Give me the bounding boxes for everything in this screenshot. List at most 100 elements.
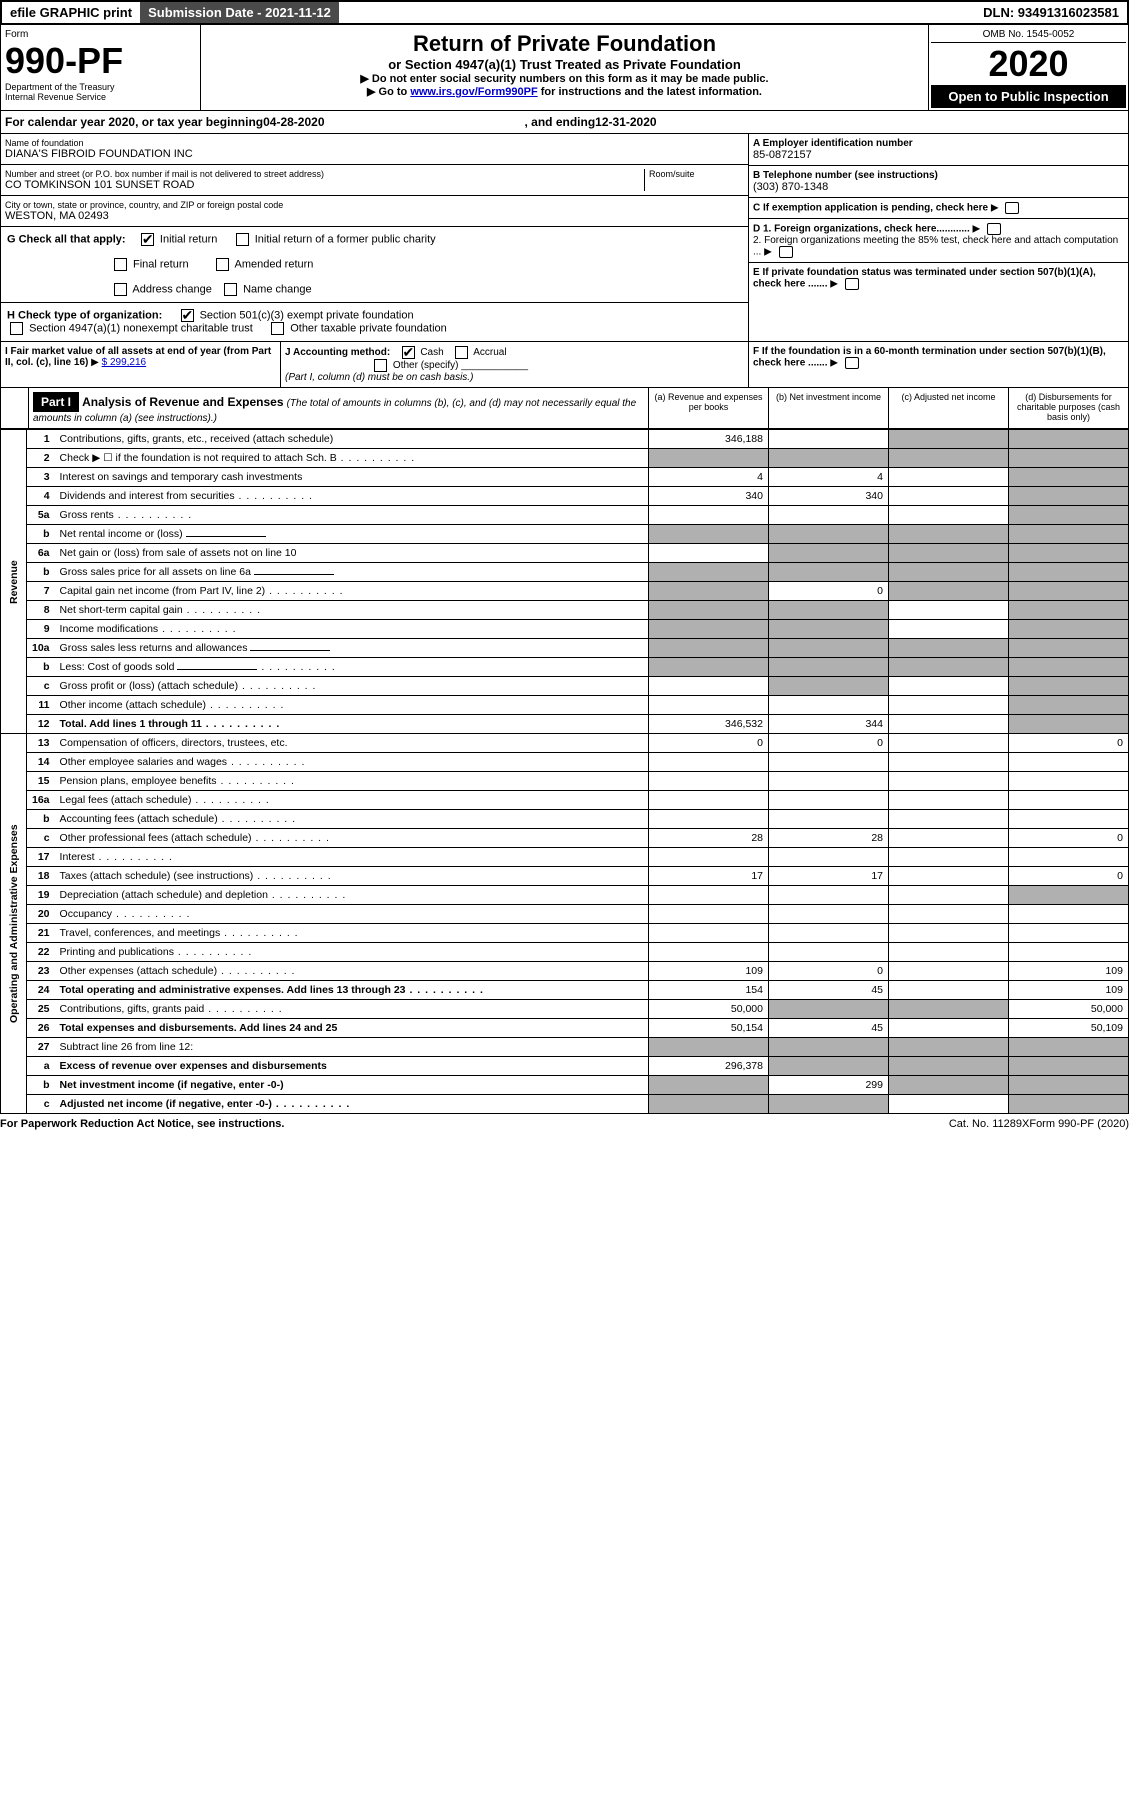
open-public-label: Open to Public Inspection	[931, 85, 1126, 108]
line-number: 23	[27, 962, 55, 981]
table-row: bGross sales price for all assets on lin…	[1, 563, 1129, 582]
line-description: Adjusted net income (if negative, enter …	[55, 1095, 649, 1114]
fmv-value: $ 299,216	[102, 357, 147, 368]
col-c-header: (c) Adjusted net income	[888, 388, 1008, 428]
amount-col-b: 0	[769, 734, 889, 753]
line-number: 1	[27, 430, 55, 449]
amount-col-b	[769, 1095, 889, 1114]
line-number: 13	[27, 734, 55, 753]
instr-goto: ▶ Go to www.irs.gov/Form990PF for instru…	[207, 85, 922, 98]
amount-col-c	[889, 1095, 1009, 1114]
line-description: Other expenses (attach schedule)	[55, 962, 649, 981]
amount-col-d	[1009, 601, 1129, 620]
amount-col-d	[1009, 753, 1129, 772]
amount-col-a	[649, 525, 769, 544]
table-row: 22Printing and publications	[1, 943, 1129, 962]
checkbox-name-change[interactable]	[224, 283, 237, 296]
amount-col-c	[889, 753, 1009, 772]
amount-col-a	[649, 1038, 769, 1057]
table-row: 20Occupancy	[1, 905, 1129, 924]
line-number: 15	[27, 772, 55, 791]
amount-col-a	[649, 924, 769, 943]
amount-col-d	[1009, 468, 1129, 487]
checkbox-final-return[interactable]	[114, 258, 127, 271]
part1-label: Part I	[33, 392, 79, 412]
section-d: D 1. Foreign organizations, check here..…	[749, 219, 1128, 263]
line-number: b	[27, 810, 55, 829]
line-description: Less: Cost of goods sold	[55, 658, 649, 677]
checkbox-foreign-85[interactable]	[779, 246, 793, 258]
checkbox-cash[interactable]	[402, 346, 415, 359]
form-url-link[interactable]: www.irs.gov/Form990PF	[410, 86, 537, 98]
amount-col-c	[889, 981, 1009, 1000]
checkbox-exemption-pending[interactable]	[1005, 202, 1019, 214]
amount-col-a	[649, 658, 769, 677]
amount-col-d	[1009, 810, 1129, 829]
line-description: Check ▶ ☐ if the foundation is not requi…	[55, 449, 649, 468]
checkbox-foreign-org[interactable]	[987, 223, 1001, 235]
line-description: Gross sales less returns and allowances	[55, 639, 649, 658]
line-number: b	[27, 525, 55, 544]
amount-col-c	[889, 563, 1009, 582]
line-description: Net rental income or (loss)	[55, 525, 649, 544]
section-ijf: I Fair market value of all assets at end…	[0, 342, 1129, 388]
amount-col-d	[1009, 620, 1129, 639]
checkbox-501c3[interactable]	[181, 309, 194, 322]
phone-value: (303) 870-1348	[753, 181, 1124, 193]
amount-col-c	[889, 1019, 1009, 1038]
line-number: b	[27, 563, 55, 582]
line-number: 12	[27, 715, 55, 734]
amount-col-d	[1009, 430, 1129, 449]
amount-col-d	[1009, 582, 1129, 601]
amount-col-a	[649, 696, 769, 715]
submission-date: Submission Date - 2021-11-12	[140, 2, 339, 23]
amount-col-a	[649, 639, 769, 658]
line-number: 9	[27, 620, 55, 639]
checkbox-initial-return[interactable]	[141, 233, 154, 246]
amount-col-c	[889, 905, 1009, 924]
checkbox-accrual[interactable]	[455, 346, 468, 359]
amount-col-a	[649, 506, 769, 525]
amount-col-c	[889, 715, 1009, 734]
omb-number: OMB No. 1545-0052	[931, 27, 1126, 43]
amount-col-b	[769, 791, 889, 810]
checkbox-other-taxable[interactable]	[271, 322, 284, 335]
amount-col-c	[889, 620, 1009, 639]
checkbox-amended-return[interactable]	[216, 258, 229, 271]
amount-col-c	[889, 1000, 1009, 1019]
amount-col-c	[889, 487, 1009, 506]
table-row: 8Net short-term capital gain	[1, 601, 1129, 620]
dln-label: DLN: 93491316023581	[975, 2, 1127, 23]
table-row: 15Pension plans, employee benefits	[1, 772, 1129, 791]
line-description: Income modifications	[55, 620, 649, 639]
amount-col-a: 50,000	[649, 1000, 769, 1019]
amount-col-b	[769, 848, 889, 867]
line-description: Net short-term capital gain	[55, 601, 649, 620]
line-number: 21	[27, 924, 55, 943]
amount-col-c	[889, 829, 1009, 848]
checkbox-other-method[interactable]	[374, 359, 387, 372]
amount-col-a	[649, 449, 769, 468]
amount-col-a	[649, 886, 769, 905]
checkbox-4947[interactable]	[10, 322, 23, 335]
table-row: 16aLegal fees (attach schedule)	[1, 791, 1129, 810]
line-number: 5a	[27, 506, 55, 525]
amount-col-b	[769, 658, 889, 677]
table-row: bNet investment income (if negative, ent…	[1, 1076, 1129, 1095]
amount-col-b: 299	[769, 1076, 889, 1095]
amount-col-b: 45	[769, 981, 889, 1000]
amount-col-a: 109	[649, 962, 769, 981]
amount-col-a: 0	[649, 734, 769, 753]
checkbox-60-month[interactable]	[845, 357, 859, 369]
amount-col-c	[889, 525, 1009, 544]
amount-col-d: 0	[1009, 734, 1129, 753]
line-description: Depreciation (attach schedule) and deple…	[55, 886, 649, 905]
checkbox-initial-former[interactable]	[236, 233, 249, 246]
amount-col-b	[769, 620, 889, 639]
footer-catno: Cat. No. 11289X	[949, 1118, 1030, 1130]
checkbox-address-change[interactable]	[114, 283, 127, 296]
checkbox-status-terminated[interactable]	[845, 278, 859, 290]
line-number: b	[27, 658, 55, 677]
amount-col-d: 0	[1009, 867, 1129, 886]
line-number: a	[27, 1057, 55, 1076]
